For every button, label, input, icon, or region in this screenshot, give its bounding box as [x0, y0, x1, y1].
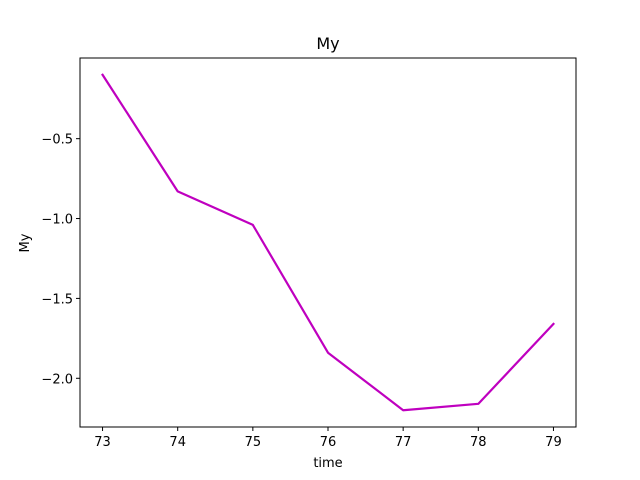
y-tick-label: −0.5: [41, 133, 73, 148]
series-line: [101, 73, 556, 412]
x-tick-label: 78: [470, 435, 487, 450]
x-axis-ticks: 73 74 75 76 77 78 79: [94, 427, 562, 450]
plot-area-frame: [79, 57, 577, 428]
y-axis-label: My: [18, 233, 33, 252]
x-axis-label: time: [313, 456, 342, 471]
y-tick-label: −1.5: [41, 292, 73, 307]
x-tick-label: 73: [94, 435, 111, 450]
x-tick-label: 77: [395, 435, 412, 450]
chart-title: My: [316, 34, 339, 53]
y-tick-label: −2.0: [41, 372, 73, 387]
x-tick-label: 79: [545, 435, 562, 450]
y-tick-label: −1.0: [41, 213, 73, 228]
x-tick-label: 75: [245, 435, 262, 450]
x-tick-label: 76: [320, 435, 337, 450]
x-tick-label: 74: [169, 435, 186, 450]
series-layer: [101, 73, 556, 412]
y-axis-ticks: −0.5 −1.0 −1.5 −2.0: [41, 133, 80, 387]
